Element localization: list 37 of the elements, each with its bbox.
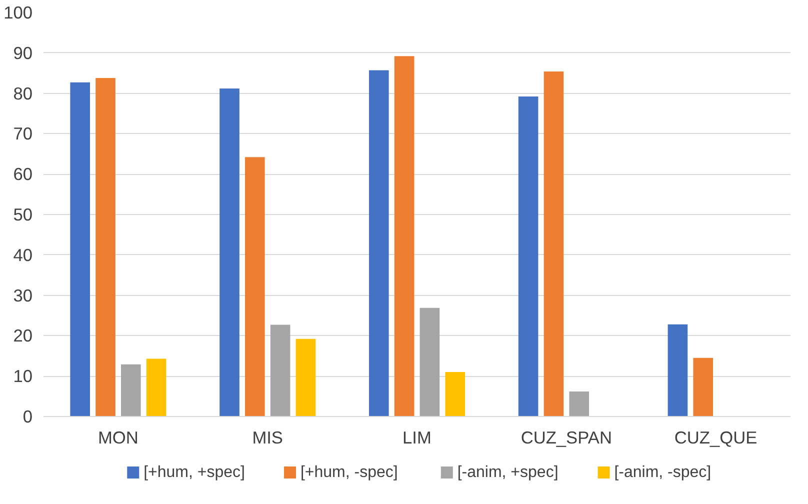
bar	[693, 358, 714, 416]
legend-label: [-anim, +spec]	[457, 464, 558, 481]
y-tick-label: 70	[13, 124, 33, 144]
y-tick-label: 10	[13, 366, 33, 386]
y-tick-label: 90	[13, 42, 33, 63]
y-tick-label: 20	[13, 326, 33, 346]
y-tick-label: 80	[13, 83, 33, 104]
y-tick-label: 0	[22, 406, 33, 426]
x-tick-label: MON	[98, 428, 138, 448]
y-tick-label: 40	[13, 244, 33, 265]
y-tick-label: 50	[13, 204, 33, 224]
bar	[668, 324, 688, 416]
x-tick-label: LIM	[402, 428, 432, 448]
legend-label: [-anim, -spec]	[614, 464, 712, 481]
bar	[244, 157, 265, 416]
x-tick-label: CUZ_QUE	[674, 428, 758, 448]
bar	[70, 82, 90, 416]
bar	[96, 78, 116, 416]
bar	[146, 358, 166, 416]
bar	[544, 71, 564, 416]
bar	[270, 324, 290, 416]
bar	[220, 88, 240, 416]
bar	[445, 372, 465, 416]
x-tick-label: CUZ_SPAN	[520, 428, 612, 448]
bar	[569, 391, 590, 416]
bar	[394, 56, 414, 416]
y-tick-label: 30	[13, 285, 33, 306]
legend-label: [+hum, +spec]	[144, 464, 245, 481]
y-tick-label: 60	[13, 164, 33, 184]
bar	[296, 338, 316, 416]
x-tick-label: MIS	[252, 428, 284, 448]
bar	[369, 70, 389, 416]
bar	[120, 364, 141, 416]
legend-label: [+hum, -spec]	[300, 464, 398, 481]
y-tick-label: 100	[4, 2, 33, 22]
bar	[420, 308, 440, 416]
bar	[518, 96, 538, 416]
